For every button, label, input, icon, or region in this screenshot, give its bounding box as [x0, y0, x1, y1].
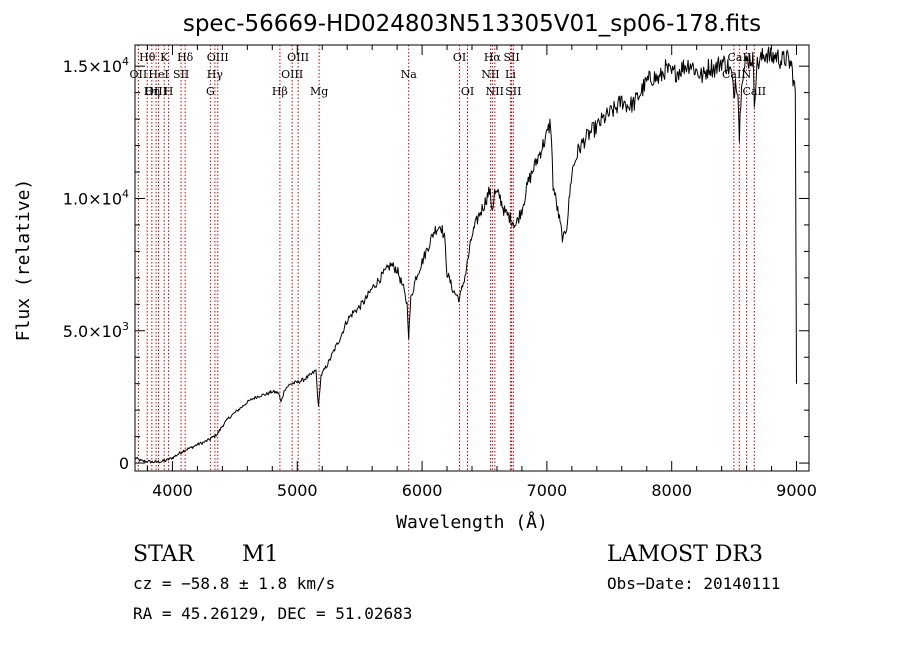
- spectral-line-label: NII: [481, 68, 499, 81]
- object-subclass: M1: [242, 542, 279, 567]
- spectral-line-label: OIII: [281, 68, 303, 81]
- spectral-line-label: SII: [503, 51, 519, 64]
- x-tick-label: 8000: [651, 481, 692, 500]
- spectral-line-label: OIII: [287, 51, 309, 64]
- spectral-line-label: OI: [453, 51, 466, 64]
- y-tick-label: 1.5×104: [63, 55, 129, 76]
- y-axis-label: Flux (relative): [13, 179, 34, 342]
- spectral-line-label: H: [164, 85, 174, 98]
- spectral-line-label: Mg: [310, 85, 328, 98]
- x-tick-label: 9000: [776, 481, 817, 500]
- spectrum-line: [134, 46, 797, 464]
- chart-title: spec-56669-HD024803N513305V01_sp06-178.f…: [183, 11, 761, 37]
- spectral-line-label: Hβ: [272, 85, 288, 98]
- spectral-line-label: Hγ: [207, 68, 224, 81]
- spectral-line-label: K: [160, 51, 169, 64]
- y-tick-label: 5.0×103: [63, 320, 129, 341]
- y-tick-label: 0: [119, 454, 129, 473]
- spectral-lines-layer: [137, 45, 755, 471]
- spectrum-layer: [134, 46, 797, 464]
- spectral-line-label: Hθ: [139, 51, 156, 64]
- spectral-line-label: OI: [461, 85, 474, 98]
- spectral-line-label: N: [742, 68, 752, 81]
- spectral-line-label: HeI: [148, 68, 168, 81]
- obs-date-text: Obs−Date: 20140111: [607, 574, 780, 593]
- spectral-line-label: CaII: [722, 68, 746, 81]
- spectral-line-label: Hη: [144, 85, 160, 98]
- spectral-line-label: OIII: [207, 51, 229, 64]
- coordinates-text: RA = 45.26129, DEC = 51.02683: [133, 604, 412, 623]
- y-tick-label: 1.0×104: [63, 187, 129, 208]
- spectral-line-label: SII: [173, 68, 189, 81]
- spectral-line-label: OIII: [145, 85, 167, 98]
- y-axis-ticks: 0 5.0×103 1.0×104 1.5×104: [63, 55, 809, 473]
- spectral-line-label: NII: [486, 85, 504, 98]
- redshift-text: cz = −58.8 ± 1.8 km/s: [133, 574, 335, 593]
- x-tick-label: 4000: [152, 481, 193, 500]
- spectral-line-label: G: [206, 85, 215, 98]
- plot-frame: [134, 44, 810, 472]
- x-tick-label: 6000: [402, 481, 443, 500]
- spectral-line-label: Na: [401, 68, 418, 81]
- spectral-line-label: Hδ: [177, 51, 194, 64]
- spectral-line-label: SII: [505, 85, 521, 98]
- spectral-line-label: OII: [130, 68, 148, 81]
- x-tick-label: 5000: [277, 481, 318, 500]
- survey-name: LAMOST DR3: [607, 542, 763, 567]
- x-tick-label: 7000: [527, 481, 568, 500]
- x-axis-ticks: 4000 5000 6000 7000 8000 9000: [146, 45, 817, 500]
- object-class: STAR: [133, 542, 195, 567]
- x-axis-label: Wavelength (Å): [396, 511, 548, 533]
- spectral-line-label: Li: [505, 68, 516, 81]
- spectral-line-label: Hα: [484, 51, 502, 64]
